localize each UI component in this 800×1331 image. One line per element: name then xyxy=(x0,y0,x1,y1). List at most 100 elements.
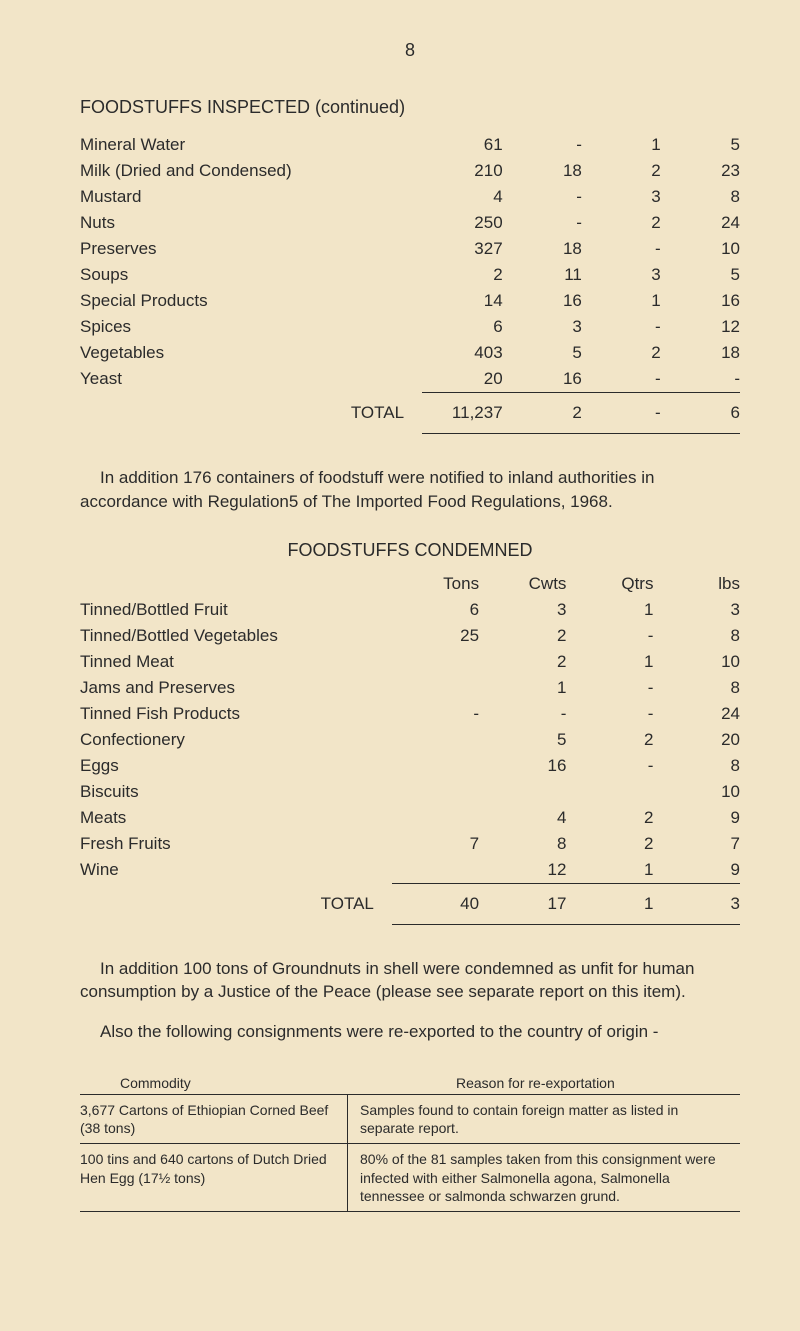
document-page: 8 FOODSTUFFS INSPECTED (continued) Miner… xyxy=(0,0,800,1331)
table-row: Special Products1416116 xyxy=(80,288,740,314)
cell-c1: 6 xyxy=(392,597,479,623)
cell-c2: 1 xyxy=(479,675,566,701)
header-tons: Tons xyxy=(392,571,479,597)
cell-commodity: 3,677 Cartons of Ethiopian Corned Beef (… xyxy=(80,1094,348,1143)
cell-reason: 80% of the 81 samples taken from this co… xyxy=(348,1144,741,1212)
total-row: TOTAL401713 xyxy=(80,883,740,924)
cell-c2: 8 xyxy=(479,831,566,857)
table-row: Wine1219 xyxy=(80,857,740,884)
cell-c4: 18 xyxy=(661,340,740,366)
cell-c3: 3 xyxy=(582,184,661,210)
cell-c3: - xyxy=(582,366,661,393)
cell-c2 xyxy=(479,779,566,805)
cell-reason: Samples found to contain foreign matter … xyxy=(348,1094,741,1143)
cell-c4: 20 xyxy=(653,727,740,753)
cell-c4: 16 xyxy=(661,288,740,314)
cell-c2: 3 xyxy=(479,597,566,623)
cell-c2: 18 xyxy=(503,236,582,262)
table-row: Tinned/Bottled Fruit6313 xyxy=(80,597,740,623)
cell-c4: 7 xyxy=(653,831,740,857)
cell-c1: 2 xyxy=(422,262,503,288)
table-row: Confectionery5220 xyxy=(80,727,740,753)
cell-c3: 2 xyxy=(582,158,661,184)
total-c1: 11,237 xyxy=(422,393,503,434)
cell-label: Vegetables xyxy=(80,340,422,366)
cell-c2: 16 xyxy=(503,366,582,393)
cell-c2: 5 xyxy=(503,340,582,366)
total-c2: 17 xyxy=(479,883,566,924)
cell-label: Preserves xyxy=(80,236,422,262)
reexport-header: Commodity Reason for re-exportation xyxy=(80,1074,740,1094)
cell-label: Nuts xyxy=(80,210,422,236)
cell-label: Soups xyxy=(80,262,422,288)
cell-label: Milk (Dried and Condensed) xyxy=(80,158,422,184)
inspected-table: Mineral Water61-15Milk (Dried and Conden… xyxy=(80,132,740,434)
cell-c4: 8 xyxy=(661,184,740,210)
cell-c2: 3 xyxy=(503,314,582,340)
cell-c2: 16 xyxy=(479,753,566,779)
table-row: Spices63-12 xyxy=(80,314,740,340)
cell-c3: 1 xyxy=(566,597,653,623)
cell-label: Confectionery xyxy=(80,727,392,753)
table-row: Tinned Fish Products---24 xyxy=(80,701,740,727)
cell-c3: 2 xyxy=(566,727,653,753)
total-c4: 3 xyxy=(653,883,740,924)
condemned-table: TonsCwtsQtrslbsTinned/Bottled Fruit6313T… xyxy=(80,571,740,925)
table-row: Biscuits10 xyxy=(80,779,740,805)
cell-label: Yeast xyxy=(80,366,422,393)
cell-c4: - xyxy=(661,366,740,393)
cell-c4: 5 xyxy=(661,262,740,288)
cell-label: Fresh Fruits xyxy=(80,831,392,857)
cell-c2: 11 xyxy=(503,262,582,288)
cell-c2: - xyxy=(503,184,582,210)
table-row: Tinned/Bottled Vegetables252-8 xyxy=(80,623,740,649)
total-c2: 2 xyxy=(503,393,582,434)
cell-c4: 12 xyxy=(661,314,740,340)
cell-c4: 8 xyxy=(653,753,740,779)
cell-label: Special Products xyxy=(80,288,422,314)
cell-c3: - xyxy=(566,623,653,649)
cell-c2: 4 xyxy=(479,805,566,831)
cell-label: Mineral Water xyxy=(80,132,422,158)
cell-c1: 210 xyxy=(422,158,503,184)
cell-c3: 1 xyxy=(566,857,653,884)
cell-c3: 1 xyxy=(566,649,653,675)
reexport-section: Commodity Reason for re-exportation 3,67… xyxy=(80,1074,740,1212)
cell-c4: 3 xyxy=(653,597,740,623)
cell-label: Spices xyxy=(80,314,422,340)
cell-c1 xyxy=(392,649,479,675)
cell-c3: - xyxy=(566,675,653,701)
cell-c2: 18 xyxy=(503,158,582,184)
cell-c4: 9 xyxy=(653,805,740,831)
cell-c1: 20 xyxy=(422,366,503,393)
cell-c1 xyxy=(392,753,479,779)
cell-c1: 7 xyxy=(392,831,479,857)
cell-c4: 10 xyxy=(661,236,740,262)
cell-c4: 24 xyxy=(661,210,740,236)
total-label: TOTAL xyxy=(80,393,422,434)
table-row: Eggs16-8 xyxy=(80,753,740,779)
table-row: Milk (Dried and Condensed)21018223 xyxy=(80,158,740,184)
section-title-inspected: FOODSTUFFS INSPECTED (continued) xyxy=(80,97,740,118)
header-qtrs: Qtrs xyxy=(566,571,653,597)
page-number: 8 xyxy=(80,40,740,61)
table-row: Soups21135 xyxy=(80,262,740,288)
cell-c2: - xyxy=(503,132,582,158)
cell-c3: 3 xyxy=(582,262,661,288)
cell-c3: 2 xyxy=(566,805,653,831)
cell-label: Tinned Meat xyxy=(80,649,392,675)
cell-c1: - xyxy=(392,701,479,727)
cell-c2: - xyxy=(479,701,566,727)
cell-c2: 12 xyxy=(479,857,566,884)
cell-label: Jams and Preserves xyxy=(80,675,392,701)
cell-c3: 2 xyxy=(582,340,661,366)
cell-c3: - xyxy=(566,701,653,727)
cell-c4: 10 xyxy=(653,649,740,675)
cell-c2: - xyxy=(503,210,582,236)
cell-commodity: 100 tins and 640 cartons of Dutch Dried … xyxy=(80,1144,348,1212)
cell-c1: 61 xyxy=(422,132,503,158)
table-row: Preserves32718-10 xyxy=(80,236,740,262)
cell-label: Tinned Fish Products xyxy=(80,701,392,727)
table-row: 100 tins and 640 cartons of Dutch Dried … xyxy=(80,1144,740,1212)
cell-c1: 403 xyxy=(422,340,503,366)
